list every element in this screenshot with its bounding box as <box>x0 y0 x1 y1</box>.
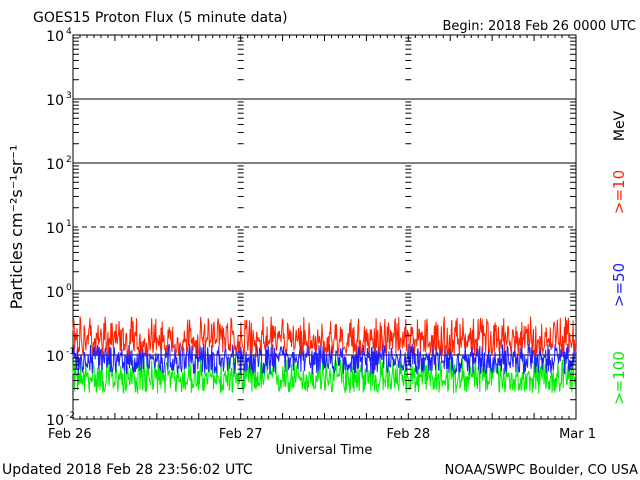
x-tick-label: Mar 1 <box>559 427 596 442</box>
legend-ge100: >=100 <box>610 351 628 405</box>
begin-label: Begin: 2018 Feb 26 0000 UTC <box>442 19 636 34</box>
series-line <box>72 316 577 357</box>
y-tick-exponent: -1 <box>66 347 75 357</box>
y-tick-label: 10 <box>46 349 64 365</box>
chart-title: GOES15 Proton Flux (5 minute data) <box>33 10 288 26</box>
x-tick-label: Feb 27 <box>219 427 263 442</box>
y-axis-label: Particles cm⁻²s⁻¹sr⁻¹ <box>7 145 26 310</box>
y-tick-label: 10 <box>46 285 64 301</box>
y-tick-exponent: -2 <box>66 411 75 421</box>
y-tick-label: 10 <box>46 29 64 45</box>
y-tick-exponent: 0 <box>66 283 72 293</box>
updated-text: Updated 2018 Feb 28 23:56:02 UTC <box>2 462 253 478</box>
grid-lines <box>73 98 576 356</box>
series-line <box>72 343 577 376</box>
x-tick-label: Feb 26 <box>48 427 92 442</box>
y-tick-label: 10 <box>46 413 64 429</box>
legend-mev: MeV <box>612 110 628 141</box>
minor-ticks <box>73 35 576 419</box>
y-tick-label: 10 <box>46 157 64 173</box>
x-axis-label: Universal Time <box>276 443 373 458</box>
y-tick-exponent: 2 <box>66 155 72 165</box>
y-tick-label: 10 <box>46 221 64 237</box>
x-tick-label: Feb 28 <box>386 427 430 442</box>
y-tick-label: 10 <box>46 93 64 109</box>
y-tick-exponent: 4 <box>66 27 72 37</box>
y-tick-exponent: 1 <box>66 219 72 229</box>
x-tick-labels: Feb 26 Feb 27 Feb 28 Mar 1 <box>48 427 596 442</box>
series-group <box>72 316 577 395</box>
y-tick-exponent: 3 <box>66 91 72 101</box>
series-line <box>72 357 577 395</box>
legend-ge10: >=10 <box>610 170 628 214</box>
legend-ge50: >=50 <box>610 263 628 307</box>
source-text: NOAA/SWPC Boulder, CO USA <box>445 463 638 478</box>
